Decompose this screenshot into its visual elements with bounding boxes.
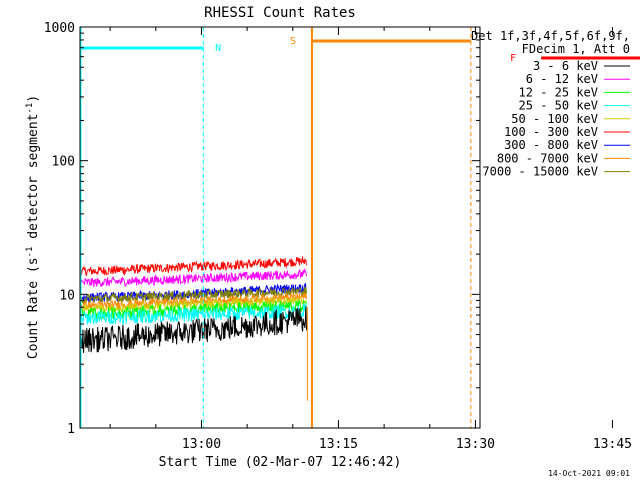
series-6-12kev	[80, 267, 307, 288]
flare-label: F	[510, 53, 516, 64]
x-axis-label: Start Time (02-Mar-07 12:46:42)	[159, 455, 402, 470]
series-300-800kev	[80, 282, 307, 303]
series-line	[80, 302, 307, 325]
series-12-25kev	[80, 300, 307, 321]
legend-label: 7000 - 15000 keV	[482, 165, 598, 179]
legend-label: 300 - 800 keV	[504, 138, 598, 152]
y-tick-label: 1000	[44, 21, 75, 36]
series-line	[80, 295, 307, 314]
observing-interval-annotations: N S F	[80, 27, 640, 428]
legend-label: 6 - 12 keV	[526, 72, 598, 86]
series-100-300kev	[80, 255, 307, 276]
x-tick-label: 13:15	[319, 437, 358, 452]
plot-area	[80, 255, 308, 401]
legend-label: 50 - 100 keV	[511, 112, 598, 126]
series-line	[80, 300, 307, 321]
chart-title: RHESSI Count Rates	[204, 5, 356, 21]
y-label-part: )	[26, 95, 41, 103]
timestamp: 14-Oct-2021 09:01	[548, 469, 630, 478]
series-50-100kev	[80, 295, 307, 314]
y-label-sup: -1	[25, 103, 35, 114]
legend-label: 25 - 50 keV	[519, 99, 598, 113]
legend-header-line: FDecim 1, Att 0	[522, 42, 630, 56]
legend: Det 1f,3f,4f,5f,6f,9f, FDecim 1, Att 0 3…	[471, 29, 630, 179]
y-label-part: Count Rate (s	[26, 257, 41, 359]
legend-label: 100 - 300 keV	[504, 125, 598, 139]
x-tick-label: 13:30	[456, 437, 495, 452]
y-axis-label: Count Rate (s-1 detector segment-1)	[25, 95, 41, 359]
x-tick-label: 13:00	[182, 437, 221, 452]
series-25-50kev	[80, 302, 307, 325]
y-label-sup: -1	[25, 247, 35, 258]
legend-label: 3 - 6 keV	[533, 59, 598, 73]
night-label: N	[215, 43, 221, 54]
saa-label: S	[290, 36, 296, 47]
legend-header-line: Det 1f,3f,4f,5f,6f,9f,	[471, 29, 630, 43]
series-3-6kev	[80, 306, 307, 353]
series-line	[80, 255, 307, 276]
legend-label: 800 - 7000 keV	[497, 151, 598, 165]
series-line	[80, 267, 307, 288]
x-tick-label: 13:45	[593, 437, 632, 452]
y-tick-label: 1	[67, 422, 75, 437]
series-line	[80, 306, 307, 353]
y-label-part: detector segment	[26, 114, 41, 247]
y-tick-label: 10	[59, 288, 75, 303]
legend-label: 12 - 25 keV	[519, 85, 598, 99]
y-tick-label: 100	[52, 155, 75, 170]
series-line	[80, 282, 307, 303]
plot-frame	[79, 26, 481, 429]
